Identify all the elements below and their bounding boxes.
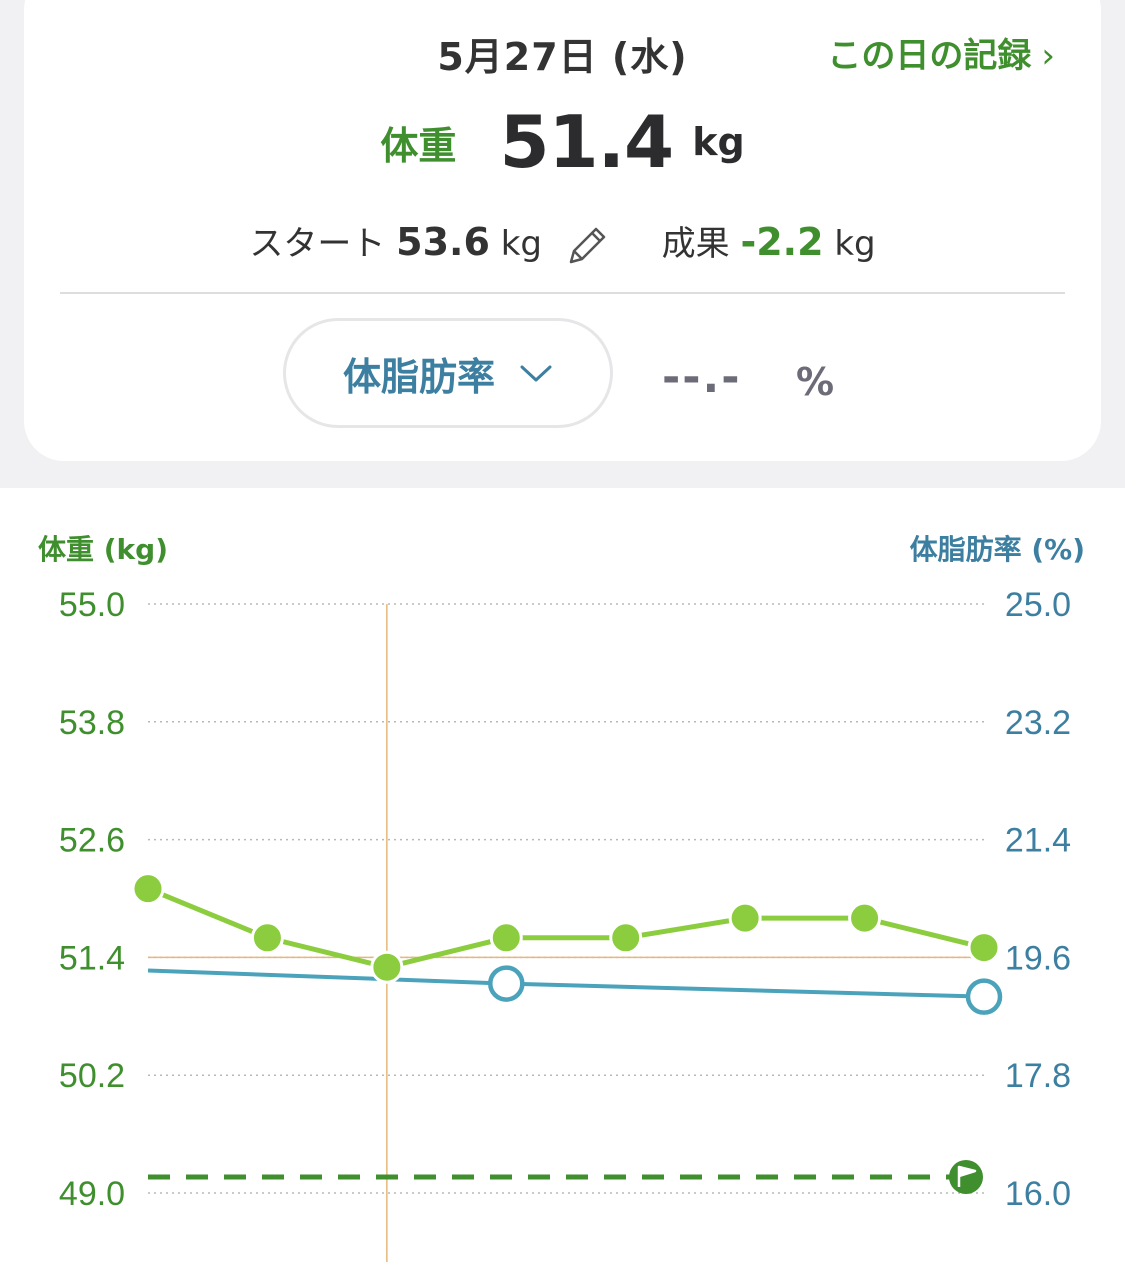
right-tick-label: 21.4 bbox=[1005, 822, 1071, 860]
day-record-link-label: この日の記録 bbox=[827, 36, 1032, 76]
flag-icon bbox=[949, 1160, 983, 1194]
right-tick-label: 25.0 bbox=[1005, 586, 1071, 624]
left-tick-label: 53.8 bbox=[59, 704, 125, 742]
body-fat-unit: % bbox=[796, 360, 835, 404]
selected-date: 5月27日 (水) bbox=[437, 35, 688, 79]
weight-point bbox=[489, 921, 523, 955]
left-tick-label: 52.6 bbox=[59, 822, 125, 860]
start-result-row: スタート 53.6 kg 成果 -2.2 kg bbox=[0, 216, 1125, 270]
right-tick-label: 16.0 bbox=[1005, 1175, 1071, 1213]
weight-point bbox=[848, 901, 882, 935]
left-tick-label: 55.0 bbox=[59, 586, 125, 624]
body-fat-value: --.- bbox=[662, 352, 742, 403]
body-fat-selector[interactable]: 体脂肪率 bbox=[283, 318, 613, 428]
flag-glyph bbox=[957, 1165, 977, 1187]
divider bbox=[60, 292, 1065, 294]
weight-point bbox=[131, 872, 165, 906]
start-value: 53.6 bbox=[396, 220, 490, 264]
body-fat-selector-label: 体脂肪率 bbox=[342, 354, 495, 399]
weight-chart[interactable]: 55.0 25.0 53.8 23.2 52.6 21.4 51.4 19.6 50.2 17.8… bbox=[0, 488, 1125, 1262]
weight-series-line bbox=[147, 886, 985, 970]
body-fat-series-line bbox=[147, 968, 985, 999]
left-tick-label: 49.0 bbox=[59, 1175, 125, 1213]
summary-area: 5月27日 (水) この日の記録 › 体重 51.4 kg スタート 53.6 k… bbox=[0, 0, 1125, 488]
pencil-icon[interactable] bbox=[563, 222, 611, 270]
weight-row: 体重 51.4 kg bbox=[0, 100, 1125, 184]
weight-value: 51.4 bbox=[499, 100, 674, 184]
result-unit: kg bbox=[834, 224, 876, 264]
weight-point bbox=[609, 921, 643, 955]
body-fat-point bbox=[965, 978, 1003, 1015]
result-value: -2.2 bbox=[740, 220, 824, 264]
right-tick-label: 17.8 bbox=[1005, 1057, 1071, 1095]
chevron-right-icon: › bbox=[1041, 36, 1055, 76]
left-tick-label: 50.2 bbox=[59, 1057, 125, 1095]
weight-point bbox=[967, 931, 1001, 965]
weight-point bbox=[728, 901, 762, 935]
left-axis-title: 体重 (kg) bbox=[38, 533, 169, 566]
start-label: スタート bbox=[249, 224, 386, 264]
weight-point bbox=[370, 950, 404, 984]
right-axis-title: 体脂肪率 (%) bbox=[909, 533, 1085, 566]
day-record-link[interactable]: この日の記録 › bbox=[827, 28, 1055, 77]
result-label: 成果 bbox=[661, 224, 730, 264]
right-tick-label: 23.2 bbox=[1005, 704, 1071, 742]
body-fat-point bbox=[488, 965, 525, 1002]
right-tick-label: 19.6 bbox=[1005, 939, 1071, 977]
start-unit: kg bbox=[500, 224, 543, 264]
weight-point bbox=[250, 921, 284, 955]
weight-label: 体重 bbox=[380, 123, 457, 168]
left-tick-label: 51.4 bbox=[59, 939, 125, 977]
weight-unit: kg bbox=[692, 120, 745, 164]
chevron-down-icon bbox=[520, 365, 552, 382]
